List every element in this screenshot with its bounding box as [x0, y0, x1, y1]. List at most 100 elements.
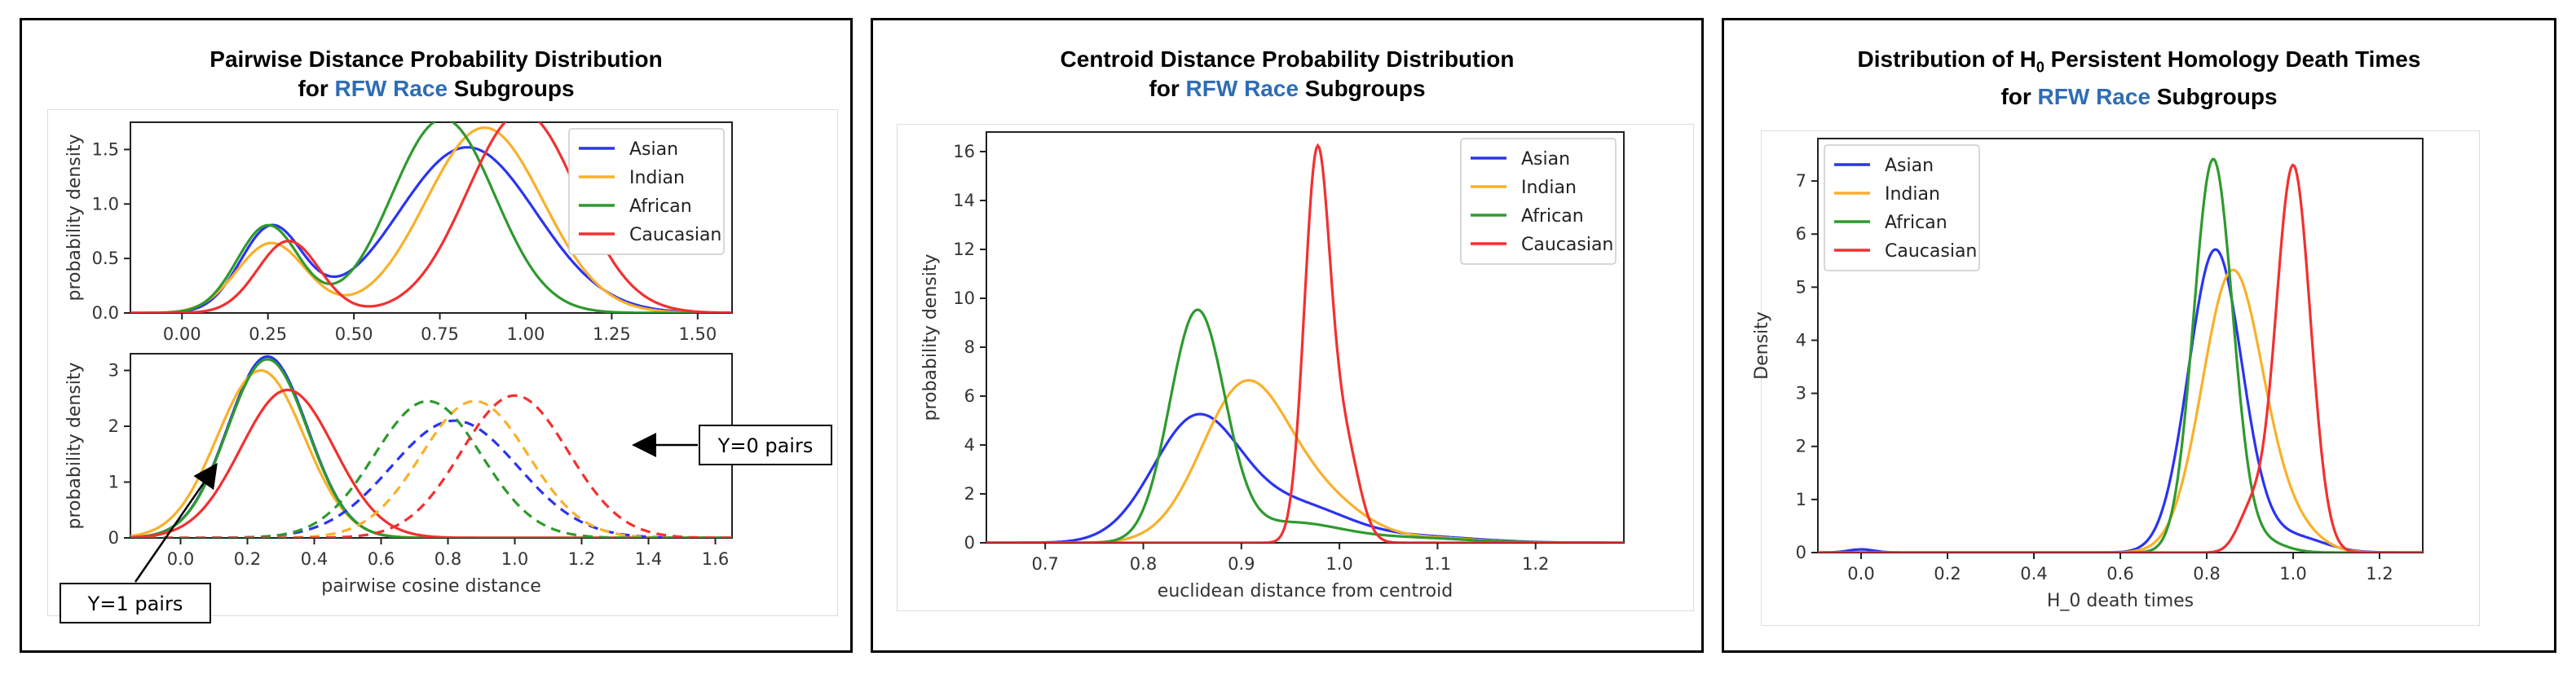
x-axis-label: euclidean distance from centroid: [1158, 581, 1453, 601]
y0-pairs-label: Y=0 pairs: [717, 434, 814, 457]
axes-frame: [130, 121, 733, 314]
series-line-african: [1818, 157, 2423, 553]
y-axis-label: probability density: [64, 362, 85, 529]
series-line-indian: [986, 379, 1624, 543]
series-line-caucasian-solid: [130, 388, 732, 538]
y-axis-label: probability density: [64, 134, 85, 301]
x-tick-label: 1.0: [501, 549, 528, 569]
x-tick-label: 0.8: [1130, 554, 1157, 574]
y-tick-label: 14: [953, 191, 975, 210]
chart-centroid: 0.7 0.8 0.9 1.0 1.1 1.2 0 2 4 6 8 10 12 14 16 euclidean…: [920, 131, 1625, 601]
legend-label-asian: Asian: [1521, 149, 1570, 170]
chart-pairwise-bottom: 0.0 0.2 0.4 0.6 0.8 1.0 1.2 1.4 1.6 0 1 2 3 pairwise …: [64, 353, 733, 597]
y-tick-label: 0: [108, 528, 119, 548]
y1-pairs-box: [60, 583, 211, 623]
series-line-indian: [1818, 268, 2423, 553]
series-line-african-dashed: [130, 399, 732, 538]
legend-label-asian: Asian: [629, 139, 678, 160]
series-line-indian-solid: [130, 369, 732, 538]
x-tick-label: 0.0: [1847, 564, 1874, 584]
x-tick-label: 0.00: [163, 324, 201, 344]
x-tick-label: 1.4: [635, 549, 662, 569]
panel-h0-title-line1: Distribution of H0 Persistent Homology D…: [1857, 46, 2421, 76]
x-tick-label: 0.50: [335, 324, 373, 344]
x-tick-label: 1.0: [2279, 564, 2306, 584]
x-tick-label: 1.2: [2366, 564, 2393, 584]
x-tick-label: 0.8: [2193, 564, 2220, 584]
series-line-african: [986, 308, 1624, 543]
x-tick-label: 1.6: [702, 549, 729, 569]
panel-centroid-title: Centroid Distance Probability Distributi…: [873, 45, 1701, 104]
legend-label-caucasian: Caucasian: [629, 225, 721, 245]
x-tick-label: 0.25: [249, 324, 287, 344]
x-tick-label: 0.2: [234, 549, 261, 569]
x-tick-label: 1.1: [1424, 554, 1451, 574]
series-line-indian-dashed: [130, 399, 732, 538]
panel-centroid-title-line2: for RFW Race Subgroups: [1149, 76, 1426, 101]
legend: Asian Indian African Caucasian: [568, 128, 725, 255]
y-tick-label: 0: [964, 533, 975, 553]
series-line-african-solid: [130, 358, 732, 538]
x-tick-label: 0.4: [301, 549, 328, 569]
y-tick-label: 1: [108, 473, 119, 492]
panel-pairwise-title-line2: for RFW Race Subgroups: [298, 76, 575, 101]
x-tick-label: 1.2: [568, 549, 595, 569]
panel-pairwise-title: Pairwise Distance Probability Distributi…: [22, 45, 850, 104]
panel-pairwise-title-line1: Pairwise Distance Probability Distributi…: [210, 46, 663, 72]
y-axis-label: probability density: [920, 253, 941, 421]
chart-pairwise-top: 0.00 0.25 0.50 0.75 1.00 1.25 1.50 0.0 0.5 1.0 1.5…: [64, 121, 733, 344]
x-tick-label: 0.4: [2020, 564, 2047, 584]
rfw-race-highlight: RFW Race: [334, 76, 448, 101]
legend-label-indian: Indian: [1521, 178, 1577, 198]
y-tick-label: 0: [1796, 543, 1806, 562]
y-tick-label: 2: [1796, 437, 1806, 456]
x-tick-label: 0.75: [421, 324, 459, 344]
x-axis-label: H_0 death times: [2047, 591, 2194, 611]
series-line-indian: [130, 126, 732, 313]
y-tick-label: 6: [964, 386, 975, 406]
y-tick-label: 0.0: [92, 303, 119, 323]
legend-box: [568, 128, 725, 255]
series-line-caucasian: [1818, 163, 2423, 553]
y0-pairs-box: [699, 425, 832, 465]
y-tick-label: 2: [964, 484, 975, 504]
series-line-african: [130, 122, 732, 313]
x-tick-label: 0.6: [2106, 564, 2133, 584]
x-tick-label: 1.25: [593, 324, 631, 344]
x-tick-label: 0.0: [167, 549, 194, 569]
legend: Asian Indian African Caucasian: [1460, 138, 1617, 265]
y-tick-label: 1.0: [92, 194, 119, 214]
y-tick-label: 10: [953, 289, 975, 308]
y-tick-label: 3: [108, 361, 119, 381]
x-tick-label: 0.2: [1934, 564, 1961, 584]
legend-label-caucasian: Caucasian: [1885, 241, 1977, 262]
y-tick-label: 7: [1796, 171, 1806, 191]
legend: Asian Indian African Caucasian: [1824, 144, 1980, 271]
legend-label-african: African: [1521, 206, 1584, 227]
legend-box: [1460, 138, 1617, 265]
rfw-race-highlight: RFW Race: [2037, 83, 2151, 109]
series-line-caucasian-dashed: [130, 394, 732, 538]
legend-label-indian: Indian: [1885, 184, 1940, 205]
x-tick-label: 0.7: [1031, 554, 1058, 574]
x-tick-label: 1.00: [507, 324, 545, 344]
y-tick-label: 8: [964, 337, 975, 357]
x-tick-label: 0.9: [1228, 554, 1255, 574]
x-axis-label: pairwise cosine distance: [321, 576, 541, 597]
y-axis-label: Density: [1752, 311, 1772, 380]
legend-label-asian: Asian: [1885, 156, 1934, 176]
x-tick-label: 1.50: [678, 324, 717, 344]
legend-box: [1824, 144, 1980, 271]
y-tick-label: 1: [1796, 490, 1806, 509]
legend-label-indian: Indian: [629, 168, 685, 188]
y-tick-label: 12: [953, 240, 975, 259]
series-line-caucasian: [986, 143, 1624, 543]
x-tick-label: 1.2: [1522, 554, 1549, 574]
y-tick-label: 5: [1796, 277, 1806, 297]
y-tick-label: 4: [964, 435, 975, 455]
y-tick-label: 1.5: [92, 139, 119, 159]
y1-arrow: [134, 462, 218, 583]
x-tick-label: 0.8: [434, 549, 461, 569]
panel-h0-title-line2: for RFW Race Subgroups: [2000, 83, 2278, 109]
